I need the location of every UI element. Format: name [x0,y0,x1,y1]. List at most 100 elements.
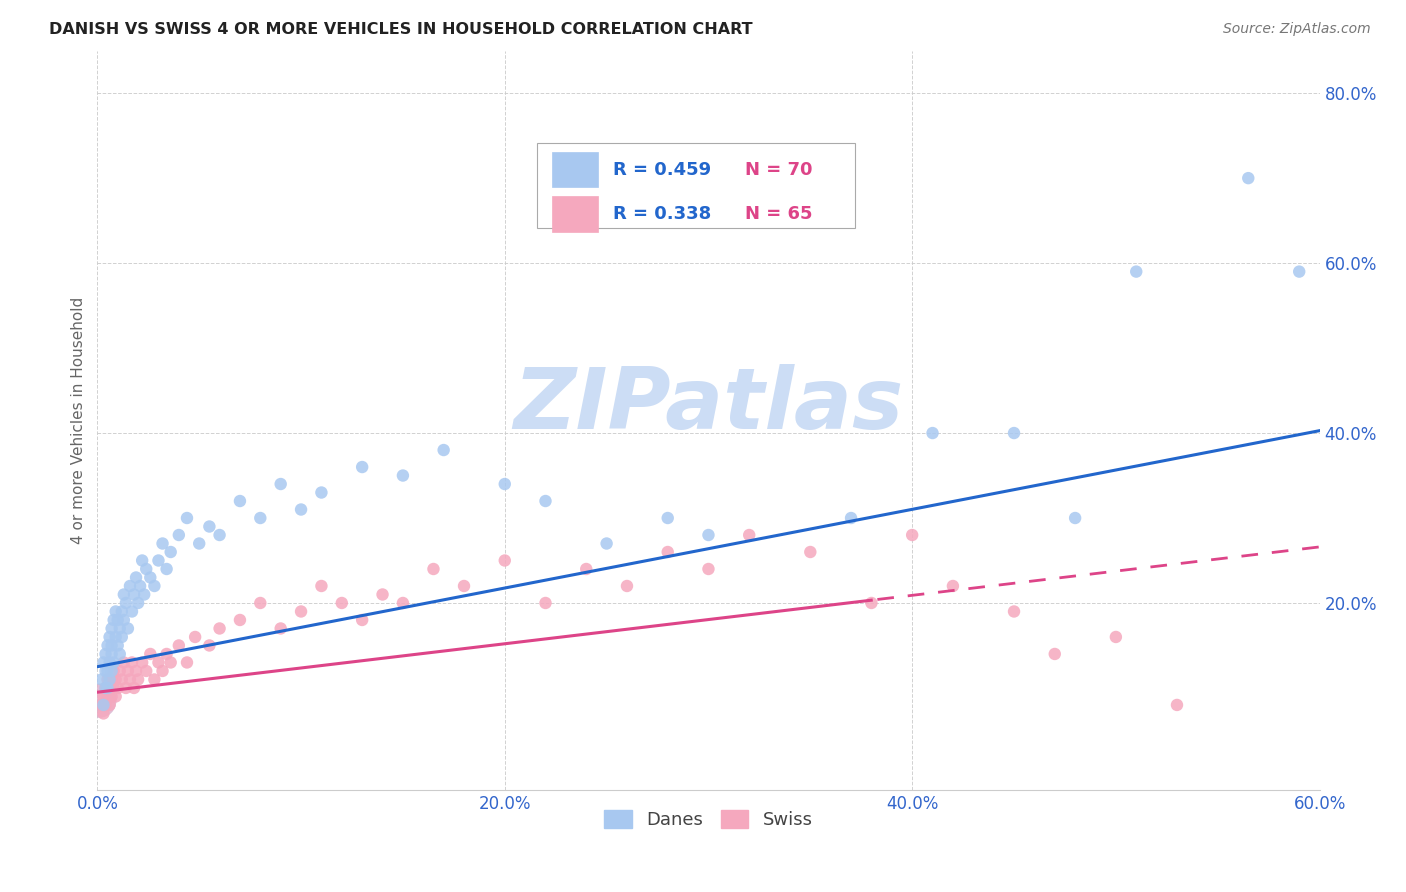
Text: N = 70: N = 70 [745,161,813,178]
Point [148,656,170,670]
Point [103,664,125,678]
Point [100,647,122,661]
Point [94,664,117,678]
Point [311,579,333,593]
Point [127,673,149,687]
Point [208,622,231,636]
Point [799,545,821,559]
Point [1105,630,1128,644]
Point [90,698,112,712]
Point [249,596,271,610]
Point [129,579,152,593]
Point [575,562,598,576]
Point [198,639,221,653]
Point [208,528,231,542]
Point [1064,511,1087,525]
Text: ZIPatlas: ZIPatlas [513,364,904,447]
Point [104,690,127,704]
Point [104,630,127,644]
Point [352,613,374,627]
Point [96,690,118,704]
Point [96,639,118,653]
Point [184,630,207,644]
Point [131,656,153,670]
Point [143,579,166,593]
Point [96,673,118,687]
Point [198,519,221,533]
Point [167,639,190,653]
Point [104,673,127,687]
Point [159,545,181,559]
Point [1002,605,1025,619]
Text: N = 65: N = 65 [745,205,813,223]
Point [330,596,353,610]
Point [118,673,141,687]
Point [94,647,117,661]
Point [104,605,127,619]
Point [148,553,170,567]
Point [139,647,162,661]
Point [616,579,638,593]
Point [290,605,312,619]
Point [117,664,139,678]
FancyBboxPatch shape [537,143,855,228]
Point [311,485,333,500]
Point [1125,264,1147,278]
Point [94,681,117,695]
Point [839,511,862,525]
Point [1288,264,1310,278]
Point [111,605,134,619]
Point [103,656,125,670]
Point [860,596,883,610]
Point [433,443,456,458]
Point [108,647,131,661]
Point [135,664,157,678]
Point [115,681,138,695]
Point [453,579,475,593]
Point [176,511,198,525]
Point [534,494,557,508]
Point [697,528,720,542]
Point [392,468,415,483]
Point [108,664,131,678]
Bar [553,152,599,187]
Point [155,562,177,576]
Point [118,579,141,593]
Y-axis label: 4 or more Vehicles in Household: 4 or more Vehicles in Household [72,297,86,544]
Point [112,656,135,670]
Point [103,681,125,695]
Point [494,553,516,567]
Point [1043,647,1066,661]
Point [738,528,761,542]
Point [90,673,112,687]
Point [127,596,149,610]
Point [122,681,145,695]
Point [121,656,143,670]
Point [942,579,965,593]
Point [98,673,121,687]
Point [657,545,679,559]
Point [392,596,415,610]
Point [697,562,720,576]
Point [167,528,190,542]
Point [1237,171,1260,186]
Point [135,562,157,576]
Point [229,613,252,627]
Point [111,673,134,687]
Point [89,694,111,708]
Point [176,656,198,670]
Point [93,698,115,712]
Point [494,477,516,491]
Point [100,639,122,653]
Text: DANISH VS SWISS 4 OR MORE VEHICLES IN HOUSEHOLD CORRELATION CHART: DANISH VS SWISS 4 OR MORE VEHICLES IN HO… [49,22,752,37]
Point [159,656,181,670]
Point [100,673,122,687]
Point [155,647,177,661]
Point [94,681,117,695]
Point [94,698,117,712]
Point [131,553,153,567]
Text: Source: ZipAtlas.com: Source: ZipAtlas.com [1223,22,1371,37]
Point [1166,698,1188,712]
Point [100,664,122,678]
Point [107,681,129,695]
